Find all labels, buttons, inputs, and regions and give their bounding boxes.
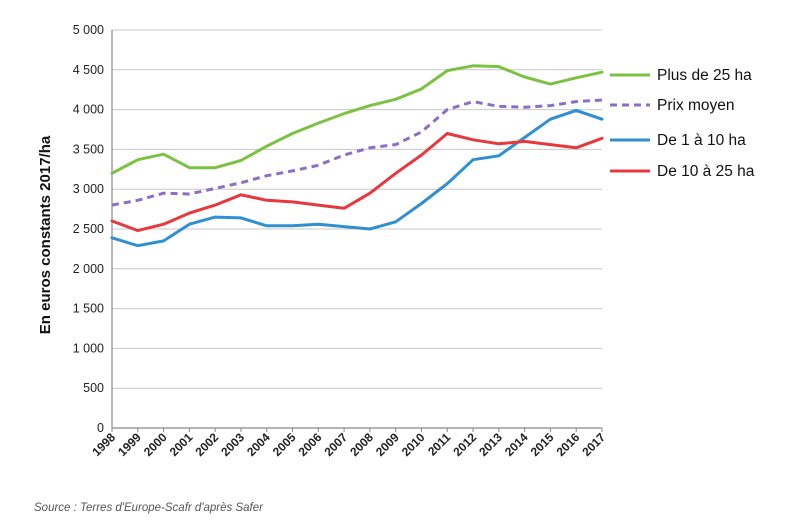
y-tick-label: 0 — [97, 421, 104, 435]
y-tick-label: 4 000 — [73, 103, 104, 117]
x-tick-label: 2012 — [450, 430, 479, 459]
legend: Plus de 25 ha Prix moyen De 1 à 10 ha De 10… — [610, 67, 755, 180]
legend-label: De 1 à 10 ha — [657, 132, 746, 149]
series-line-3 — [110, 132, 604, 233]
x-tick-label: 2017 — [579, 430, 608, 459]
y-tick-label: 4 500 — [73, 63, 104, 77]
x-tick-label: 2010 — [399, 430, 428, 459]
x-tick-label: 2009 — [373, 430, 402, 459]
x-tick-label: 2003 — [218, 430, 247, 459]
x-tick-label: 2013 — [476, 430, 505, 459]
y-tick-label: 3 500 — [73, 142, 104, 156]
source-note: Source : Terres d'Europe-Scafr d'après S… — [34, 502, 264, 514]
gridlines — [112, 29, 602, 389]
x-tick-label: 1999 — [115, 430, 144, 459]
series-line-0 — [110, 64, 604, 175]
series-line-2 — [110, 108, 604, 248]
y-axis-ticks: 0 500 1 000 1 500 2 000 2 500 3 000 3 500 4 000 4… — [73, 23, 104, 435]
x-tick-label: 2007 — [321, 430, 350, 459]
axes — [111, 30, 602, 429]
x-tick-label: 2008 — [347, 430, 376, 459]
x-tick-label: 2011 — [425, 430, 454, 459]
y-tick-label: 1 500 — [73, 302, 104, 316]
x-tick-label: 2002 — [192, 430, 221, 459]
x-tick-label: 1998 — [89, 430, 118, 459]
x-tick-label: 2015 — [528, 430, 557, 459]
legend-label: De 10 à 25 ha — [657, 163, 755, 180]
y-tick-label: 2 500 — [73, 222, 104, 236]
series-lines — [110, 64, 604, 248]
y-tick-label: 3 000 — [73, 182, 104, 196]
y-axis-label: En euros constants 2017/ha — [37, 135, 54, 334]
legend-label: Prix moyen — [657, 97, 735, 114]
y-tick-label: 5 000 — [73, 23, 104, 37]
x-tick-label: 2005 — [270, 430, 299, 459]
y-tick-label: 2 000 — [73, 262, 104, 276]
series-line-1 — [111, 98, 603, 207]
x-tick-label: 2006 — [296, 430, 325, 459]
y-tick-label: 500 — [83, 381, 104, 395]
x-tick-label: 2016 — [554, 430, 583, 459]
x-tick-label: 2001 — [167, 430, 196, 459]
x-tick-label: 2000 — [141, 430, 170, 459]
x-axis-ticks: 1998199920002001200220032004200520062007… — [89, 428, 608, 459]
y-tick-label: 1 000 — [73, 341, 104, 355]
legend-label: Plus de 25 ha — [657, 67, 752, 84]
x-tick-label: 2004 — [244, 430, 273, 459]
x-tick-label: 2014 — [502, 430, 531, 459]
